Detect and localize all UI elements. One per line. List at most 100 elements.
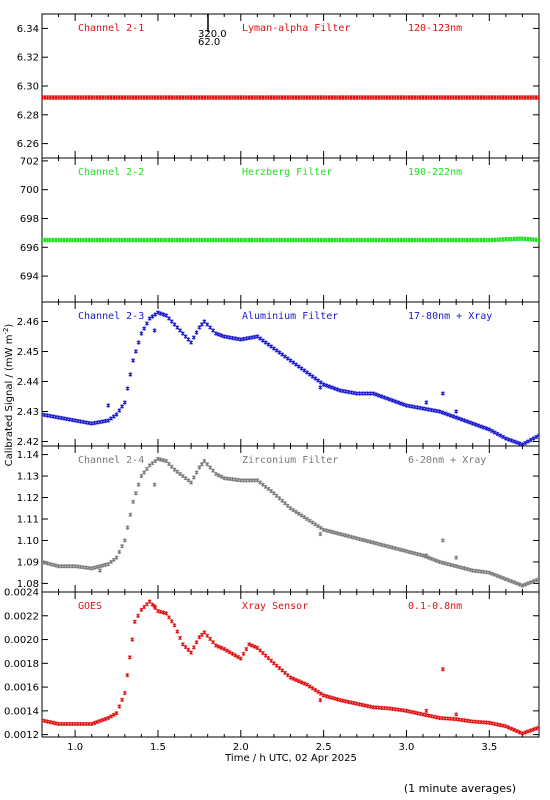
data-point [194,470,199,475]
data-point [68,95,71,100]
data-point [244,336,249,341]
data-point [529,95,532,100]
data-point [258,336,263,341]
data-point [297,95,300,100]
data-point [100,563,105,568]
data-point [424,95,427,100]
data-point [42,718,47,724]
data-point [95,564,100,570]
data-point [299,366,304,371]
data-point [432,237,436,243]
data-point [183,644,188,650]
data-point [501,723,506,728]
data-point [170,237,173,243]
data-point [222,646,227,652]
data-point [144,602,149,607]
data-point [365,539,370,544]
data-point [53,414,58,420]
data-point [382,395,387,400]
data-point [187,95,190,100]
data-point [82,237,85,243]
data-point [413,95,416,100]
data-point [446,95,450,100]
data-point [181,95,185,100]
data-point [329,695,334,700]
data-point [385,95,389,100]
data-point [109,416,113,421]
data-point [404,403,409,408]
data-point [435,237,439,243]
data-point [299,513,304,518]
y-tick-label: 0.0016 [4,683,39,694]
y-tick-label: 0.0020 [4,635,39,646]
data-point [156,237,160,243]
y-tick-label: 1.11 [17,515,39,526]
data-point [53,721,58,726]
data-point [498,574,503,580]
data-point [183,476,188,481]
data-point [137,95,140,100]
data-point [383,237,386,243]
y-tick-label: 1.09 [17,557,39,568]
data-point [109,95,113,100]
data-point [159,237,162,243]
data-point [485,95,488,100]
data-point [89,566,94,571]
data-point [318,691,323,696]
data-point [65,95,69,100]
data-point [355,95,358,100]
data-point-outlier [440,667,445,672]
data-point [147,316,152,321]
data-point [128,372,133,377]
data-point [374,392,379,397]
data-point [382,543,387,548]
data-point [211,328,216,333]
data-point [465,566,470,572]
data-point [42,718,44,723]
data-point [206,237,209,243]
data-point [463,237,466,243]
data-point [181,237,185,243]
y-tick-label: 6.34 [17,24,39,35]
data-point [296,511,301,516]
data-point [520,731,525,736]
data-point [126,237,129,243]
data-point [76,237,80,243]
data-point [445,412,450,417]
x-tick-label: 3.0 [399,742,415,753]
data-point [261,95,265,100]
data-point [173,95,176,100]
data-point [189,237,193,243]
data-point-outlier [318,531,323,537]
data-point [349,700,354,705]
data-point [437,409,442,414]
data-point [144,321,149,326]
data-point [214,95,218,100]
data-point [225,95,229,100]
data-point [321,527,326,532]
data-point [495,722,500,727]
data-point [310,374,315,379]
data-point [73,95,77,100]
panel-channel-label: Channel 2-1 [78,23,144,34]
data-point [496,237,499,242]
data-point [96,95,99,100]
data-point [429,407,434,413]
data-point [118,237,121,243]
data-point [211,640,216,645]
data-point [84,420,89,425]
data-point [369,95,372,100]
data-point [501,237,505,242]
data-point [466,237,469,243]
data-point [203,237,207,243]
data-point [247,335,252,341]
data-point [434,715,439,720]
data-point [336,95,339,100]
data-point [499,237,502,242]
data-point [120,697,125,702]
data-point [65,237,69,243]
data-point [272,95,276,100]
data-point [535,95,538,100]
panel-band-label: 120-123nm [408,23,462,34]
data-point [67,417,72,422]
